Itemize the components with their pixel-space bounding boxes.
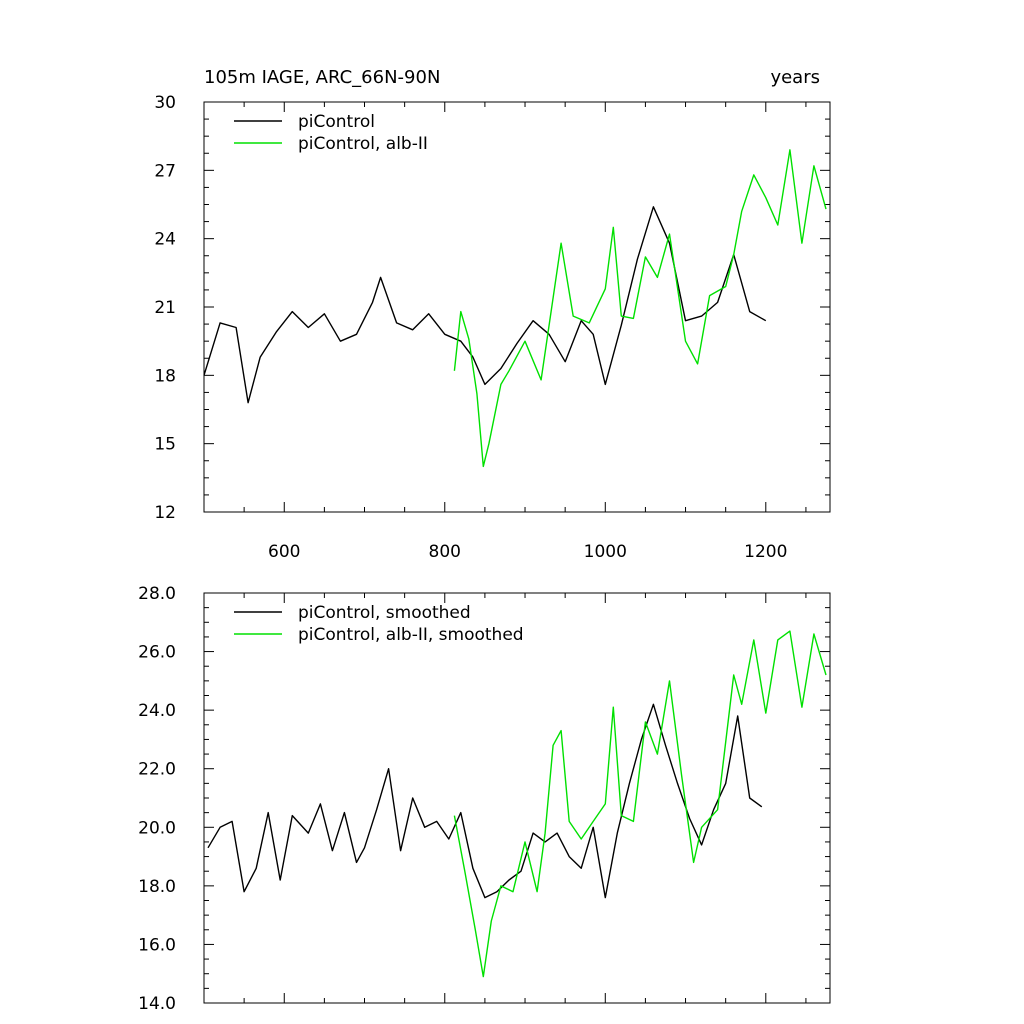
top-series-picontrol-alb-ii	[453, 149, 827, 468]
top-xtick-label: 1200	[744, 542, 787, 562]
top-ytick-label: 24	[154, 230, 176, 250]
top-y-axis: 12 15 18 21 24 27 30	[154, 93, 830, 523]
bottom-x-axis	[203, 593, 807, 1003]
top-series-layer	[203, 149, 827, 468]
bottom-series-picontrol-alb-ii-smoothed	[453, 630, 827, 978]
top-ytick-label: 30	[154, 93, 176, 113]
top-xtick-label: 800	[429, 542, 461, 562]
top-legend: piControl piControl, alb-II	[234, 112, 428, 154]
bottom-ytick-label: 16.0	[138, 935, 176, 955]
top-panel-title-right: years	[770, 67, 820, 88]
top-ytick-label: 18	[154, 366, 176, 386]
top-series-picontrol	[203, 206, 767, 404]
top-panel: 105m IAGE, ARC_66N-90N years 12 15 18 21 24 2…	[154, 67, 831, 562]
top-ytick-label: 15	[154, 435, 176, 455]
bottom-panel: 14.0 16.0 18.0 20.0 22.0 24.0 26.0 28.0 piContr…	[138, 584, 831, 1014]
bottom-y-axis: 14.0 16.0 18.0 20.0 22.0 24.0 26.0 28.0	[138, 584, 830, 1014]
legend-label-picontrol-alb-ii-smoothed: piControl, alb-II, smoothed	[298, 625, 524, 645]
top-ytick-label: 27	[154, 161, 176, 181]
top-panel-title-left: 105m IAGE, ARC_66N-90N	[204, 67, 440, 88]
top-ytick-label: 21	[154, 298, 176, 318]
bottom-ytick-label: 14.0	[138, 994, 176, 1014]
legend-label-picontrol-alb-ii: piControl, alb-II	[298, 134, 428, 154]
bottom-ytick-label: 20.0	[138, 818, 176, 838]
top-x-axis: 600 800 1000 1200	[203, 102, 807, 562]
bottom-ytick-label: 18.0	[138, 877, 176, 897]
top-ytick-label: 12	[154, 503, 176, 523]
bottom-plot-frame	[203, 592, 831, 1004]
top-xtick-label: 1000	[584, 542, 627, 562]
top-xtick-label: 600	[268, 542, 300, 562]
bottom-ytick-label: 24.0	[138, 701, 176, 721]
bottom-ytick-label: 28.0	[138, 584, 176, 604]
legend-label-picontrol: piControl	[298, 112, 375, 132]
bottom-ytick-label: 22.0	[138, 760, 176, 780]
bottom-series-layer	[207, 630, 827, 978]
legend-label-picontrol-smoothed: piControl, smoothed	[298, 603, 471, 623]
top-plot-frame	[203, 101, 831, 513]
bottom-ytick-label: 26.0	[138, 643, 176, 663]
bottom-series-picontrol-smoothed	[207, 703, 763, 899]
bottom-legend: piControl, smoothed piControl, alb-II, s…	[234, 603, 524, 645]
